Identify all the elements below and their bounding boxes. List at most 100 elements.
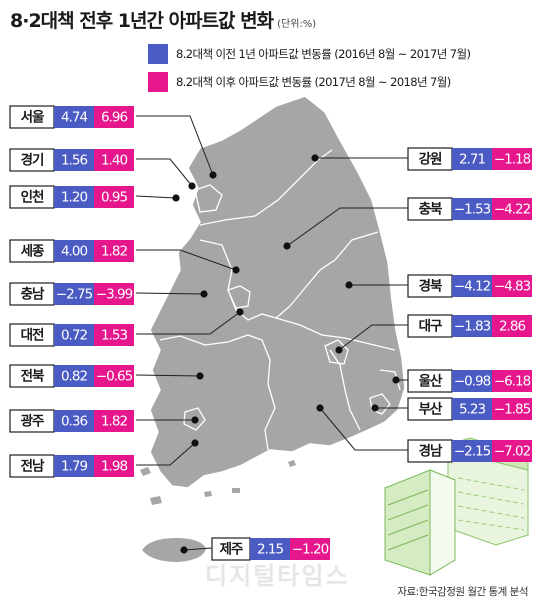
watermark-logo: 디지털타임스 [205,562,350,590]
location-dot [345,281,353,289]
value-before: −2.75 [56,287,93,303]
value-after: 0.95 [101,190,127,206]
value-before: 4.74 [61,110,87,126]
value-before: −1.53 [454,202,491,218]
location-dot [196,372,204,380]
island-3 [204,491,212,497]
value-before: −0.98 [454,374,491,390]
value-cell-before [54,365,94,387]
unit-label: (단위:%) [277,19,317,30]
value-cell-after [492,398,532,420]
location-dot [371,404,379,412]
region-name: 울산 [419,373,443,390]
region-name: 충남 [21,286,45,303]
value-after: −4.22 [494,202,531,218]
region-label-box: 세종 4.00 1.82 [9,239,134,263]
value-cell-before [452,398,492,420]
value-before: 1.56 [61,153,87,169]
location-dot [316,404,324,412]
value-cell-after [94,186,134,208]
leader-lines [135,115,408,551]
value-cell-after [492,440,532,462]
value-before: 0.36 [61,414,87,430]
value-cell-before [54,106,94,128]
value-before: 1.20 [61,190,87,206]
chart-title-text: 8·2대책 전후 1년간 아파트값 변화 [10,10,274,32]
value-after: −6.18 [494,374,531,390]
value-after: 1.82 [101,244,127,260]
region-name: 대구 [419,319,442,335]
value-after: −1.85 [494,402,531,418]
region-label-box: 광주 0.36 1.82 [9,409,134,433]
value-cell-after [94,455,134,477]
region-label-box: 강원 2.71 −1.18 [407,147,532,171]
province-borders [159,149,401,451]
location-dot [392,376,400,384]
region-label-box: 부산 5.23 −1.85 [407,397,532,421]
region-name: 대전 [21,327,44,344]
region-name: 전남 [21,458,45,475]
region-name: 경북 [419,278,442,295]
legend-item-after: 8.2대책 이후 아파트값 변동률 (2017년 8월 ~ 2018년 7월) [148,72,451,92]
value-cell-before [54,410,94,432]
region-name: 전북 [21,368,44,385]
leader-line [338,324,408,351]
region-label-box: 인천 1.20 0.95 [9,185,134,209]
leader-line [286,207,408,247]
region-name: 광주 [21,413,44,430]
region-name: 강원 [419,151,442,168]
value-after: 1.40 [101,153,127,169]
value-after: −4.83 [494,279,531,295]
value-cell-after [94,410,134,432]
value-after: −7.02 [494,444,531,460]
mainland-shape [149,95,406,489]
value-cell-before [452,440,492,462]
chart-title: 8·2대책 전후 1년간 아파트값 변화 (단위:%) [10,6,316,33]
value-before: 0.72 [61,328,87,344]
island-2 [150,496,162,505]
value-cell-after [94,106,134,128]
value-after: 2.86 [499,319,525,335]
value-cell-after [94,283,134,305]
value-cell-before [54,240,94,262]
leader-line [135,292,205,295]
jeju-shape [142,538,206,562]
leader-line [183,547,213,551]
value-cell-before [452,315,492,337]
leader-line [319,407,408,451]
region-labels: 서울 4.74 6.96 경기 1.56 1.40 인천 1.20 0.95 세종 4.00 1.82… [9,105,532,561]
value-after: −3.99 [96,287,133,303]
value-cell-before [54,186,94,208]
location-dot [191,439,199,447]
legend-label-after: 8.2대책 이후 아파트값 변동률 (2017년 8월 ~ 2018년 7월) [176,75,451,89]
value-after: 1.82 [101,414,127,430]
value-after: −1.20 [292,542,329,558]
value-cell-after [94,324,134,346]
value-after: 1.53 [101,328,127,344]
value-after: 6.96 [101,110,127,126]
value-cell-before [452,275,492,297]
value-cell-before [452,148,492,170]
value-after: −0.65 [96,369,133,385]
location-dot [172,194,180,202]
region-name: 세종 [21,244,44,260]
region-label-box: 서울 4.74 6.96 [9,105,134,129]
value-before: −4.12 [454,279,491,295]
legend-swatch-after [148,72,168,92]
value-before: −1.83 [454,319,491,335]
source-note: 자료:한국감정원 월간 통계 분석 [397,586,528,598]
value-cell-after [94,149,134,171]
region-label-box: 전북 0.82 −0.65 [9,364,134,388]
value-before: 0.82 [61,369,87,385]
location-dot [311,154,319,162]
leader-line [136,115,214,176]
value-cell-after [492,275,532,297]
legend-label-before: 8.2대책 이전 1년 아파트값 변동률 (2016년 8월 ~ 2017년 7… [176,47,471,61]
value-cell-before [54,283,94,305]
location-dot [232,266,240,274]
legend-swatch-before [148,44,168,64]
value-cell-before [54,149,94,171]
region-label-box: 울산 −0.98 −6.18 [407,369,532,393]
region-label-box: 경북 −4.12 −4.83 [407,274,532,298]
